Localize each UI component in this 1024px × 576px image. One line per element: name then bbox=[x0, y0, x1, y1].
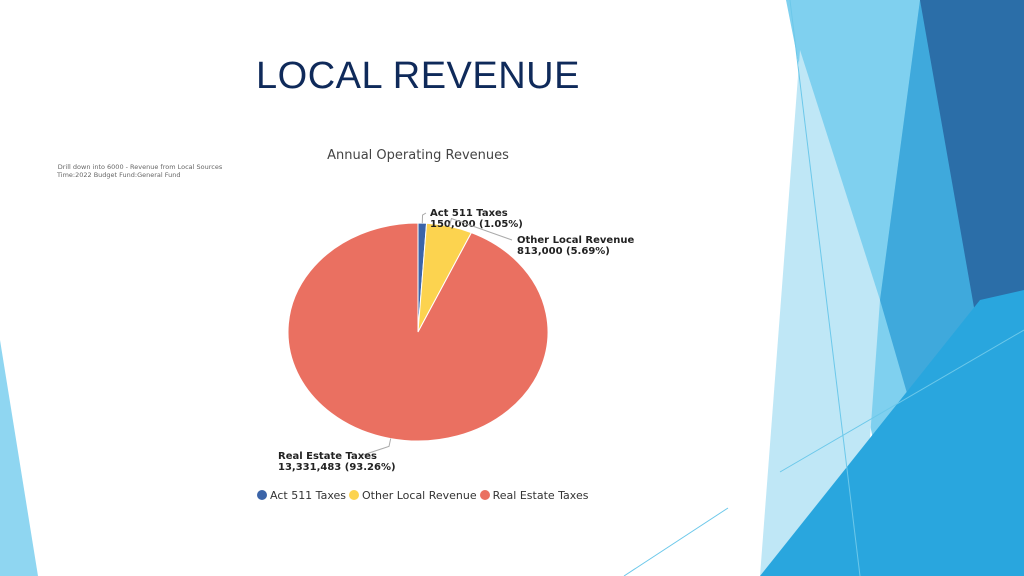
legend-swatch-other-local bbox=[349, 490, 359, 500]
legend-item-real-estate[interactable]: Real Estate Taxes bbox=[479, 488, 589, 502]
slide-title: LOCAL REVENUE bbox=[256, 55, 580, 97]
leader-line-other-local bbox=[448, 217, 513, 241]
data-label-name-real-estate: Real Estate Taxes bbox=[278, 451, 377, 462]
pie-slice-real-estate[interactable] bbox=[287, 222, 549, 442]
legend-label-other-local: Other Local Revenue bbox=[362, 488, 477, 502]
decor-shard-dark bbox=[920, 0, 1024, 370]
legend-label-act-511: Act 511 Taxes bbox=[270, 488, 346, 502]
decor-shard-bright bbox=[760, 290, 1024, 576]
data-label-value-other-local: 813,000 (5.69%) bbox=[517, 246, 610, 257]
decor-line bbox=[623, 507, 729, 576]
legend-swatch-act-511 bbox=[257, 490, 267, 500]
chart-title: Annual Operating Revenues bbox=[327, 148, 509, 163]
drilldown-caption: Drill down into 6000 - Revenue from Loca… bbox=[20, 163, 260, 179]
data-label-name-act-511: Act 511 Taxes bbox=[430, 208, 508, 219]
drilldown-line-2: Time:2022 Budget Fund:General Fund bbox=[57, 171, 181, 179]
leader-line-real-estate bbox=[359, 438, 392, 457]
decor-shard-pale bbox=[760, 50, 880, 576]
legend-item-other-local[interactable]: Other Local Revenue bbox=[349, 489, 477, 502]
data-label-name-other-local: Other Local Revenue bbox=[517, 235, 634, 246]
decor-line bbox=[779, 329, 1024, 473]
data-label-value-act-511: 150,000 (1.05%) bbox=[430, 219, 523, 230]
legend-label-real-estate: Real Estate Taxes bbox=[492, 488, 589, 502]
leader-line-act-511 bbox=[421, 212, 427, 224]
decor-line bbox=[789, 0, 861, 576]
legend-item-act-511[interactable]: Act 511 Taxes bbox=[257, 489, 346, 502]
legend-swatch-real-estate bbox=[479, 490, 490, 500]
drilldown-line-1: Drill down into 6000 - Revenue from Loca… bbox=[57, 163, 223, 171]
decor-shard-left bbox=[0, 340, 38, 576]
chart-legend: Act 511 Taxes Other Local Revenue Real E… bbox=[257, 488, 591, 502]
data-label-value-real-estate: 13,331,483 (93.26%) bbox=[278, 462, 396, 473]
